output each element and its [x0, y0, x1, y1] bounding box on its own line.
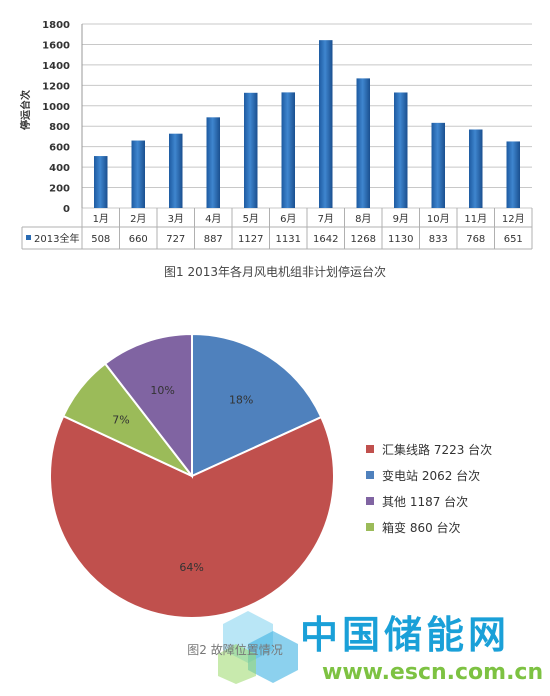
- data-label: 1642: [313, 234, 338, 245]
- y-tick-label: 1600: [42, 40, 70, 51]
- bar: [281, 92, 295, 208]
- watermark-logo-icon: [218, 611, 298, 684]
- bar: [356, 78, 370, 208]
- x-tick-label: 10月: [427, 213, 450, 225]
- data-label: 768: [466, 234, 485, 245]
- pie-chart: 18% 64% 7% 10%: [49, 332, 335, 619]
- legend-item: 箱变 860 台次: [366, 514, 492, 540]
- data-label: 1268: [351, 234, 376, 245]
- data-label: 1131: [276, 234, 301, 245]
- x-tick-label: 7月: [318, 213, 334, 225]
- legend-label: 变电站 2062 台次: [382, 468, 481, 483]
- pie-slice: [191, 332, 323, 478]
- pie-legend: 汇集线路 7223 台次 变电站 2062 台次 其他 1187 台次 箱变 8…: [366, 436, 492, 540]
- y-tick-label: 1400: [42, 61, 70, 72]
- legend-label: 其他 1187 台次: [382, 494, 469, 509]
- legend-swatch-icon: [366, 471, 374, 479]
- figure-2-caption: 图2 故障位置情况: [187, 643, 283, 657]
- watermark-url: www.escn.com.cn: [322, 660, 544, 685]
- x-tick-label: 11月: [464, 213, 487, 225]
- series-name: 2013全年: [34, 232, 79, 245]
- data-label: 508: [91, 234, 110, 245]
- bar: [94, 156, 108, 208]
- legend-item: 其他 1187 台次: [366, 488, 492, 514]
- x-tick-label: 3月: [168, 213, 184, 225]
- x-tick-label: 4月: [205, 213, 221, 225]
- x-tick-label: 9月: [393, 213, 409, 225]
- legend-label: 箱变 860 台次: [382, 520, 461, 535]
- data-label: 1127: [238, 234, 263, 245]
- x-tick-label: 12月: [502, 213, 525, 225]
- data-label: 651: [504, 234, 523, 245]
- watermark-brand: 中国储能网: [300, 613, 511, 657]
- bar: [244, 92, 258, 208]
- legend-item: 变电站 2062 台次: [366, 462, 492, 488]
- legend-label: 汇集线路 7223 台次: [382, 442, 493, 457]
- y-tick-label: 400: [49, 163, 70, 174]
- y-tick-label: 800: [49, 122, 70, 133]
- bar: [206, 117, 220, 208]
- legend-swatch-icon: [366, 497, 374, 505]
- bar: [431, 122, 445, 208]
- data-label: 660: [129, 234, 148, 245]
- x-tick-label: 6月: [280, 213, 296, 225]
- bar: [169, 133, 183, 208]
- x-tick-label: 2月: [130, 213, 146, 225]
- bar: [319, 40, 333, 209]
- legend-swatch-icon: [366, 523, 374, 531]
- figure-1-caption: 图1 2013年各月风电机组非计划停运台次: [164, 265, 386, 279]
- y-tick-label: 0: [63, 204, 70, 215]
- data-label: 727: [166, 234, 185, 245]
- pie-slice: [103, 332, 193, 479]
- data-label: 887: [204, 234, 223, 245]
- slice-percent-label: 7%: [112, 413, 129, 426]
- x-tick-label: 5月: [243, 213, 259, 225]
- y-axis-label: 停运台次: [19, 90, 32, 130]
- data-label: 1130: [388, 234, 413, 245]
- legend-item: 汇集线路 7223 台次: [366, 436, 492, 462]
- pie-slice: [49, 414, 335, 619]
- series-key-icon: [26, 235, 31, 240]
- slice-percent-label: 10%: [150, 384, 174, 397]
- y-tick-label: 1800: [42, 20, 70, 31]
- bar: [394, 92, 408, 208]
- y-tick-label: 200: [49, 184, 70, 195]
- legend-swatch-icon: [366, 445, 374, 453]
- slice-percent-label: 18%: [229, 394, 253, 407]
- y-tick-label: 600: [49, 143, 70, 154]
- x-tick-label: 8月: [355, 213, 371, 225]
- bar-chart: 0 200 400 600 800 1000 1200 1400 1600 1800 1月 508 2…: [19, 20, 533, 250]
- bar: [131, 140, 145, 208]
- y-tick-label: 1000: [42, 102, 70, 113]
- y-tick-label: 1200: [42, 81, 70, 92]
- data-label: 833: [429, 234, 448, 245]
- slice-percent-label: 64%: [179, 561, 203, 574]
- x-tick-label: 1月: [93, 213, 109, 225]
- bar: [469, 129, 483, 208]
- bar: [506, 141, 520, 208]
